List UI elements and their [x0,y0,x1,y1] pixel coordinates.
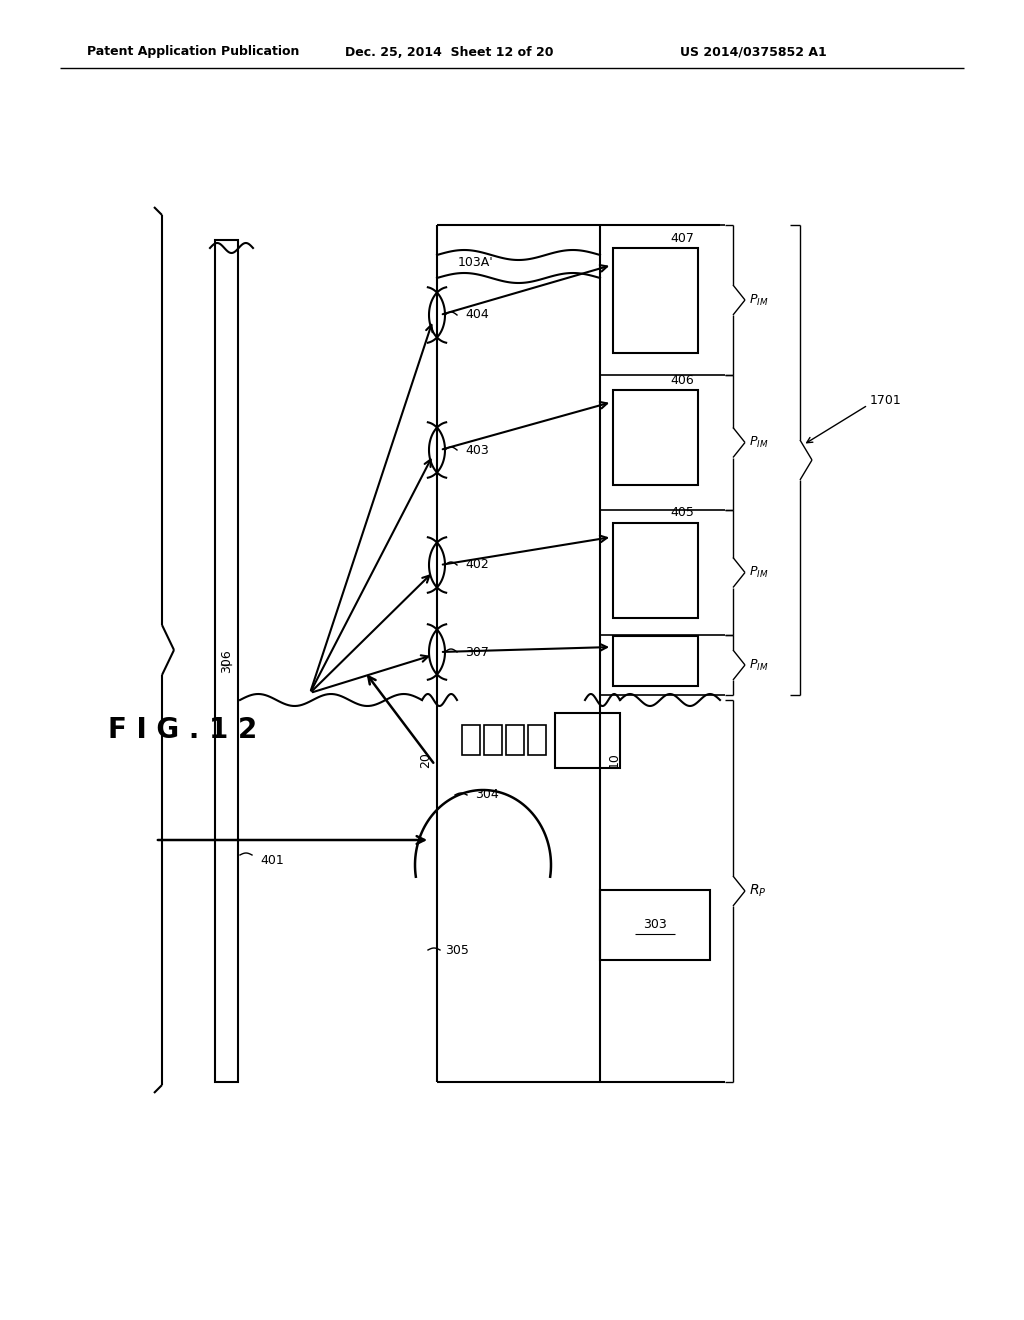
Text: 403: 403 [465,444,488,457]
Bar [528,725,546,755]
Text: $P_{IM}$: $P_{IM}$ [749,436,768,450]
Text: $P_{IM}$: $P_{IM}$ [749,293,768,308]
Text: 1701: 1701 [870,393,902,407]
Text: 20: 20 [419,752,432,768]
Text: 103A': 103A' [458,256,494,268]
Bar [613,248,698,352]
Bar [613,636,698,686]
Bar [555,713,620,768]
Bar [484,725,502,755]
Text: 401: 401 [260,854,284,866]
Text: 305: 305 [445,944,469,957]
Text: $P_{IM}$: $P_{IM}$ [749,565,768,579]
Text: F I G . 1 2: F I G . 1 2 [108,715,257,744]
Text: Dec. 25, 2014  Sheet 12 of 20: Dec. 25, 2014 Sheet 12 of 20 [345,45,554,58]
Bar [506,725,524,755]
Text: 404: 404 [465,309,488,322]
Text: $R_P$: $R_P$ [749,883,767,899]
Text: 303: 303 [643,919,667,932]
Text: Patent Application Publication: Patent Application Publication [87,45,299,58]
Bar [462,725,480,755]
Text: 402: 402 [465,558,488,572]
Text: US 2014/0375852 A1: US 2014/0375852 A1 [680,45,826,58]
Text: 405: 405 [671,507,694,520]
Text: 10: 10 [608,752,621,768]
Bar [613,523,698,618]
Text: 407: 407 [671,231,694,244]
Bar [600,890,710,960]
Text: 304: 304 [475,788,499,801]
Text: 307: 307 [465,645,488,659]
Bar [215,240,238,1082]
Text: $P_{IM}$: $P_{IM}$ [749,657,768,673]
Bar [613,389,698,484]
Text: 406: 406 [671,374,694,387]
Text: 306: 306 [220,649,233,673]
